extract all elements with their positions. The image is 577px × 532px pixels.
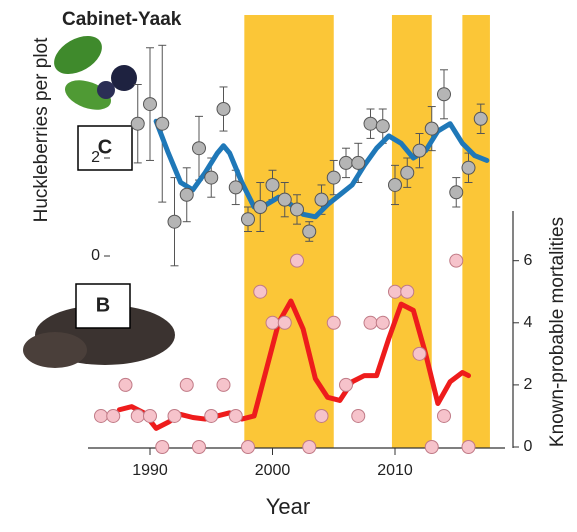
data-point [290,202,304,217]
panel-label: C [98,136,112,158]
y-tick-label: 0 [91,247,100,264]
data-point [363,315,378,330]
data-point [412,143,427,158]
data-point [167,214,182,229]
data-point [130,408,145,423]
data-point [375,119,390,134]
panel-box [75,283,131,329]
data-point [192,440,206,454]
data-point [302,440,317,454]
data-point [277,315,292,330]
panel-label: B [96,294,110,316]
data-point [388,284,402,299]
data-point [388,177,402,192]
bands [244,15,490,448]
data-point [216,102,231,116]
data-point [253,284,268,299]
data-point [167,408,182,423]
data-point [339,377,353,392]
data-point [253,200,268,214]
x-axis-label: Year [266,494,310,519]
data-point [106,408,121,423]
data-point [216,377,231,392]
y-tick-label: 0 [524,438,533,455]
highlight-span [391,15,432,448]
data-point [437,87,451,102]
y-tick-label: 2 [524,376,533,393]
data-point [314,408,329,423]
data-point [265,177,280,192]
data-point [461,440,476,454]
berry-icon [54,36,137,110]
data-point [449,253,464,268]
data-point [351,155,366,170]
data-point [130,116,145,131]
data-point [363,116,378,131]
data-point [290,253,304,268]
data-point [179,377,194,392]
data-point [302,224,317,239]
data-point [94,408,108,423]
data-point [424,121,439,136]
data-point [339,155,353,170]
data-point [265,315,280,330]
data-point [375,315,390,330]
data-point [326,315,341,330]
data-point [461,160,476,175]
data-point [204,408,219,423]
highlight-span [462,15,490,448]
data-point [424,440,439,454]
data-point [228,180,243,195]
data-point [118,377,133,392]
data-point [473,111,488,126]
trend-line [153,118,490,220]
data-point [241,440,255,454]
data-point [179,187,194,202]
data-point [192,141,206,156]
data-point [228,408,243,423]
data-point [143,408,157,423]
bear-icon [23,305,175,368]
data-point [326,170,341,185]
panel-box [77,125,133,171]
data-point [204,170,219,185]
data-point [143,97,157,112]
y-tick-label: 2 [91,149,100,166]
data-point [155,440,170,454]
data-point [277,192,292,207]
y-axis-label: Huckleberries per plot [31,37,52,223]
data-point [155,116,170,131]
chart-title: Cabinet-Yaak [62,9,182,30]
y-tick-label: 6 [524,252,533,269]
data-point [351,408,366,423]
data-point [241,212,255,227]
x-tick-label: 1990 [132,462,168,479]
data-point [314,192,329,207]
y-axis-label: Known-probable mortalities [547,217,568,447]
data-point [449,185,464,200]
data-point [400,284,415,299]
y-tick-label: 4 [524,314,533,331]
x-tick-label: 2000 [255,462,291,479]
data-point [412,346,427,361]
data-point [437,408,451,423]
x-tick-label: 2010 [377,462,413,479]
data-point [400,165,415,180]
